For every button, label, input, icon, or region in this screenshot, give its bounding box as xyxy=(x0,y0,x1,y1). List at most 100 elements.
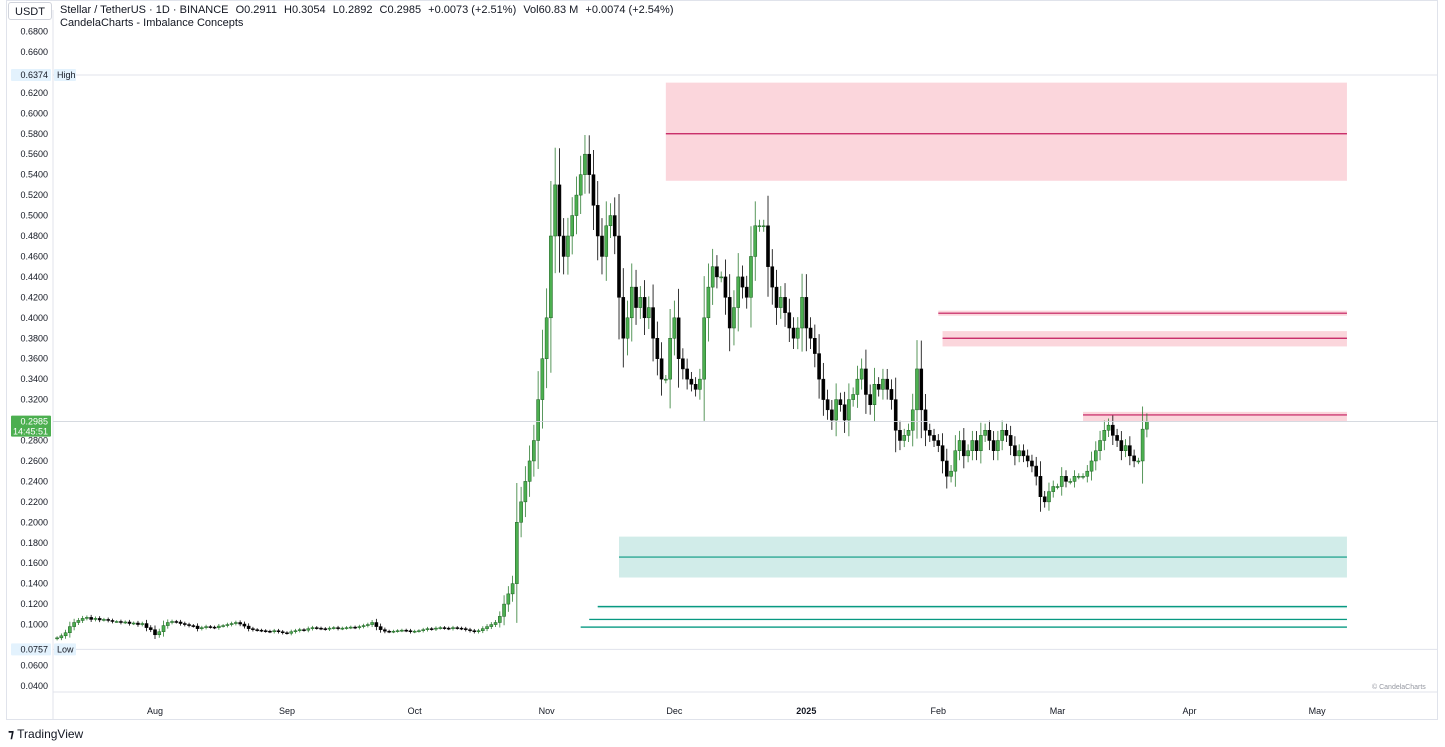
bullish-candle[interactable] xyxy=(200,627,204,629)
bearish-candle[interactable] xyxy=(885,378,890,390)
bullish-candle[interactable] xyxy=(668,338,672,380)
bullish-candle[interactable] xyxy=(566,235,570,257)
bearish-candle[interactable] xyxy=(962,440,966,457)
bearish-candle[interactable] xyxy=(280,631,285,633)
bullish-candle[interactable] xyxy=(289,631,294,634)
bearish-candle[interactable] xyxy=(889,389,894,400)
bearish-candle[interactable] xyxy=(144,623,149,628)
bullish-candle[interactable] xyxy=(1055,486,1060,488)
bearish-candle[interactable] xyxy=(148,627,153,630)
bullish-candle[interactable] xyxy=(540,358,545,400)
bullish-candle[interactable] xyxy=(881,378,885,390)
bullish-candle[interactable] xyxy=(63,632,68,637)
bearish-candle[interactable] xyxy=(259,629,264,632)
bullish-candle[interactable] xyxy=(506,593,511,605)
bearish-candle[interactable] xyxy=(723,276,728,298)
bullish-candle[interactable] xyxy=(1068,481,1073,483)
bearish-candle[interactable] xyxy=(876,384,881,390)
bullish-candle[interactable] xyxy=(574,194,579,216)
bullish-candle[interactable] xyxy=(421,629,425,631)
bullish-candle[interactable] xyxy=(1085,470,1090,477)
bearish-candle[interactable] xyxy=(651,307,655,339)
bullish-candle[interactable] xyxy=(425,628,430,630)
bullish-candle[interactable] xyxy=(72,622,76,627)
bearish-candle[interactable] xyxy=(255,629,259,631)
bearish-candle[interactable] xyxy=(621,297,626,339)
bullish-candle[interactable] xyxy=(93,618,98,620)
bullish-candle[interactable] xyxy=(966,450,970,457)
bullish-candle[interactable] xyxy=(910,409,915,431)
bearish-candle[interactable] xyxy=(191,625,196,627)
bearish-candle[interactable] xyxy=(634,286,638,308)
bullish-candle[interactable] xyxy=(570,215,574,237)
bearish-candle[interactable] xyxy=(336,627,340,629)
bullish-candle[interactable] xyxy=(417,630,421,632)
bearish-candle[interactable] xyxy=(898,430,902,441)
bullish-candle[interactable] xyxy=(983,430,987,436)
bullish-candle[interactable] xyxy=(400,629,404,632)
bullish-candle[interactable] xyxy=(489,624,494,627)
bearish-candle[interactable] xyxy=(153,629,157,636)
bullish-candle[interactable] xyxy=(953,450,958,472)
bullish-candle[interactable] xyxy=(970,440,975,451)
bearish-candle[interactable] xyxy=(1013,445,1017,457)
bullish-candle[interactable] xyxy=(702,317,706,380)
bearish-candle[interactable] xyxy=(591,174,596,206)
bullish-candle[interactable] xyxy=(1123,445,1128,451)
bearish-candle[interactable] xyxy=(923,409,928,431)
bearish-candle[interactable] xyxy=(681,358,685,370)
bearish-candle[interactable] xyxy=(808,327,813,339)
bullish-candle[interactable] xyxy=(761,225,766,228)
bullish-candle[interactable] xyxy=(1081,476,1085,478)
bullish-candle[interactable] xyxy=(578,174,583,196)
bullish-candle[interactable] xyxy=(55,637,59,640)
bullish-candle[interactable] xyxy=(519,501,523,523)
bullish-candle[interactable] xyxy=(85,617,89,619)
bearish-candle[interactable] xyxy=(927,430,932,436)
bearish-candle[interactable] xyxy=(1132,455,1136,462)
bearish-candle[interactable] xyxy=(136,622,140,625)
currency-button[interactable]: USDT xyxy=(8,2,52,20)
bearish-candle[interactable] xyxy=(238,622,242,625)
bearish-candle[interactable] xyxy=(1042,496,1047,503)
bullish-candle[interactable] xyxy=(357,626,362,628)
bullish-candle[interactable] xyxy=(1093,450,1098,462)
bearish-candle[interactable] xyxy=(178,621,183,624)
bearish-candle[interactable] xyxy=(1115,435,1119,441)
bullish-candle[interactable] xyxy=(664,378,668,381)
bullish-candle[interactable] xyxy=(310,627,315,629)
bullish-candle[interactable] xyxy=(629,286,634,319)
bearish-candle[interactable] xyxy=(285,632,289,634)
bullish-candle[interactable] xyxy=(59,635,64,639)
bullish-candle[interactable] xyxy=(476,630,481,632)
bearish-candle[interactable] xyxy=(561,235,566,257)
bullish-candle[interactable] xyxy=(855,378,860,395)
bearish-candle[interactable] xyxy=(97,618,102,621)
bullish-candle[interactable] xyxy=(157,631,162,636)
bullish-candle[interactable] xyxy=(438,627,443,629)
bullish-candle[interactable] xyxy=(131,622,136,625)
bearish-candle[interactable] xyxy=(251,628,255,630)
bearish-candle[interactable] xyxy=(408,630,413,632)
bullish-candle[interactable] xyxy=(234,622,238,624)
bullish-candle[interactable] xyxy=(366,624,370,626)
bullish-candle[interactable] xyxy=(549,235,553,319)
bullish-candle[interactable] xyxy=(949,470,953,477)
bearish-candle[interactable] xyxy=(1034,465,1038,477)
bullish-candle[interactable] xyxy=(1098,440,1102,451)
bearish-candle[interactable] xyxy=(693,384,698,390)
bullish-candle[interactable] xyxy=(123,621,128,624)
bullish-candle[interactable] xyxy=(140,623,145,625)
bullish-candle[interactable] xyxy=(796,327,800,339)
bearish-candle[interactable] xyxy=(174,621,179,623)
bullish-candle[interactable] xyxy=(736,276,741,308)
bearish-candle[interactable] xyxy=(455,627,460,629)
bullish-candle[interactable] xyxy=(638,297,643,308)
bearish-candle[interactable] xyxy=(830,409,834,421)
bearish-candle[interactable] xyxy=(442,627,447,629)
bearish-candle[interactable] xyxy=(1064,476,1068,482)
bearish-candle[interactable] xyxy=(804,297,809,329)
bullish-candle[interactable] xyxy=(272,630,276,632)
bullish-candle[interactable] xyxy=(229,623,234,625)
